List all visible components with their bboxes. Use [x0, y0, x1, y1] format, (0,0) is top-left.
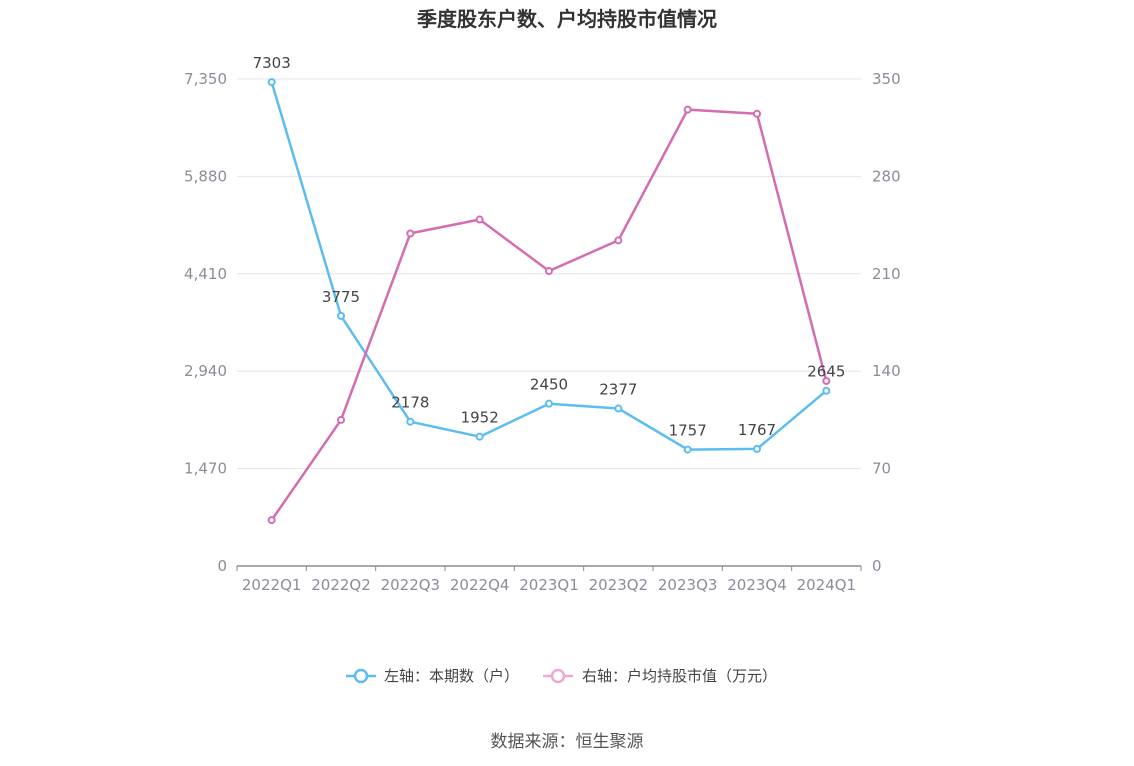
y-left-tick-label: 0: [217, 557, 227, 575]
series-1-point: [475, 215, 484, 224]
y-right-tick-label: 350: [872, 70, 901, 88]
y-right-tick-label: 70: [872, 460, 891, 478]
series: [267, 78, 831, 525]
legend-label: 左轴：本期数（户）: [384, 667, 519, 685]
chart-title: 季度股东户数、户均持股市值情况: [416, 7, 717, 31]
series-1-point: [337, 415, 345, 424]
y-right-tick-label: 0: [872, 557, 882, 575]
legend: 左轴：本期数（户） 右轴：户均持股市值（万元）: [346, 667, 777, 685]
series-0-point: [267, 78, 276, 87]
series-1-point: [683, 105, 692, 114]
axes: 0 0 1,470 70 2,940 140 4,410 210 5,880 280 7,350 35…: [184, 70, 901, 594]
legend-marker: [550, 668, 566, 684]
legend-marker: [353, 668, 369, 684]
x-tick-label: 2022Q3: [381, 576, 441, 594]
series-1-point: [267, 516, 276, 525]
series-0-point: [753, 444, 761, 453]
data-labels: 7303 3775 2178 1952 2450 2377 1757 1767 2645: [253, 54, 846, 439]
data-label: 1767: [738, 421, 776, 439]
series-line-0: [270, 81, 828, 451]
source-note: 数据来源：恒生聚源: [491, 732, 644, 752]
x-tick-label: 2022Q1: [242, 576, 302, 594]
series-line-1: [270, 108, 828, 521]
y-left-tick-label: 4,410: [184, 265, 227, 283]
series-0-point: [475, 432, 484, 441]
data-label: 1952: [461, 409, 499, 427]
series-1-point: [406, 229, 415, 238]
series-0-point: [337, 311, 345, 320]
y-left-tick-label: 1,470: [184, 460, 227, 478]
series-1-point: [614, 236, 623, 245]
y-left-tick-label: 2,940: [184, 362, 227, 380]
legend-label: 右轴：户均持股市值（万元）: [582, 667, 777, 685]
x-tick-label: 2024Q1: [797, 576, 857, 594]
data-label: 3775: [322, 288, 360, 306]
x-tick-label: 2022Q4: [450, 576, 510, 594]
series-1-point: [822, 376, 831, 385]
x-tick-label: 2023Q4: [727, 576, 787, 594]
data-label: 2450: [530, 376, 568, 394]
x-tick-label: 2023Q3: [658, 576, 718, 594]
y-left-tick-label: 7,350: [184, 70, 227, 88]
series-0-point: [545, 399, 553, 408]
x-tick-label: 2022Q2: [311, 576, 371, 594]
x-tick-label: 2023Q2: [589, 576, 649, 594]
series-0-point: [683, 445, 692, 454]
data-label: 2178: [391, 394, 429, 412]
series-0-point: [822, 386, 831, 395]
series-0-point: [406, 417, 415, 426]
series-0-point: [614, 404, 623, 413]
y-right-tick-label: 140: [872, 362, 901, 380]
series-1-point: [753, 109, 761, 118]
data-label: 2645: [807, 363, 845, 381]
data-label: 2377: [599, 381, 637, 399]
y-left-tick-label: 5,880: [184, 167, 227, 185]
series-1-point: [545, 267, 553, 276]
y-right-tick-label: 280: [872, 167, 901, 185]
y-right-tick-label: 210: [872, 265, 901, 283]
data-label: 7303: [253, 54, 291, 72]
x-tick-label: 2023Q1: [519, 576, 579, 594]
data-label: 1757: [669, 422, 707, 440]
